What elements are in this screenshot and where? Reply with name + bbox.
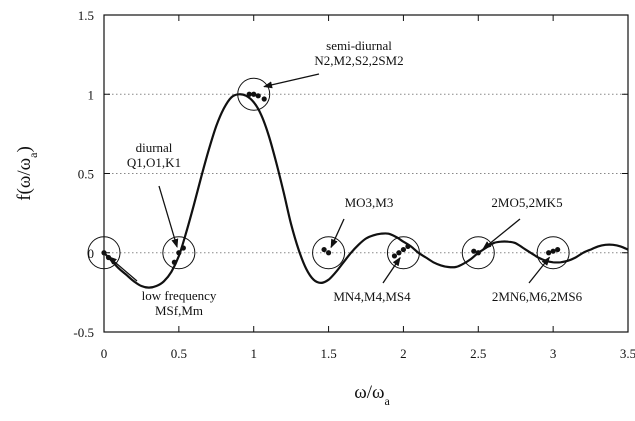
constituent-point bbox=[550, 248, 556, 254]
x-tick-label: 1 bbox=[250, 346, 257, 361]
annotation-line: MN4,M4,MS4 bbox=[333, 289, 411, 304]
annotation-arrow bbox=[382, 256, 401, 284]
constituent-point bbox=[546, 250, 552, 256]
annotation-label: MN4,M4,MS4 bbox=[333, 289, 411, 304]
y-axis-title-sub: a bbox=[26, 152, 40, 158]
x-tick-label: 1.5 bbox=[320, 346, 336, 361]
constituent-group-circle bbox=[461, 236, 495, 270]
annotation-label: MO3,M3 bbox=[345, 195, 394, 210]
annotation-line: Q1,O1,K1 bbox=[127, 155, 181, 170]
annotation-line: MO3,M3 bbox=[345, 195, 394, 210]
constituent-point bbox=[180, 245, 186, 251]
tick-layer: 0 0.5 1 1.5 2 2.5 3 3.5 -0.5 0 0.5 1 1.5 bbox=[73, 8, 635, 361]
constituent-group-circle bbox=[237, 77, 271, 111]
annotation-line: MSf,Mm bbox=[155, 303, 203, 318]
point-layer bbox=[101, 91, 561, 265]
annotation-label: semi-diurnal N2,M2,S2,2SM2 bbox=[314, 38, 403, 68]
constituent-point bbox=[475, 250, 481, 256]
constituent-point bbox=[555, 246, 561, 253]
constituent-group-circle bbox=[312, 236, 346, 270]
constituent-point bbox=[171, 259, 177, 265]
annotation-2mn6: 2MN6,M6,2MS6 bbox=[492, 256, 583, 304]
circle-layer bbox=[87, 77, 570, 270]
x-tick-label: 3.5 bbox=[620, 346, 635, 361]
annotation-label: 2MN6,M6,2MS6 bbox=[492, 289, 583, 304]
constituent-point bbox=[321, 246, 327, 253]
constituent-point bbox=[396, 250, 402, 256]
constituent-group-circle bbox=[162, 236, 196, 270]
y-tick-label: 1.5 bbox=[78, 8, 94, 23]
annotation-arrow bbox=[330, 218, 345, 249]
constituent-group-circle bbox=[386, 236, 420, 270]
x-tick-label: 2 bbox=[400, 346, 407, 361]
annotation-layer: semi-diurnal N2,M2,S2,2SM2 diurnal Q1,O1,K1… bbox=[107, 38, 583, 318]
constituent-group-circle bbox=[536, 236, 570, 270]
annotation-label: diurnal Q1,O1,K1 bbox=[127, 140, 181, 170]
annotation-label: 2MO5,2MK5 bbox=[491, 195, 562, 210]
constituent-point bbox=[325, 250, 332, 256]
x-tick-label: 3 bbox=[550, 346, 557, 361]
series-line bbox=[103, 93, 629, 289]
annotation-arrow bbox=[158, 185, 179, 248]
x-axis-title: ω/ωa bbox=[354, 382, 390, 408]
annotation-line: diurnal bbox=[136, 140, 173, 155]
constituent-point bbox=[246, 91, 252, 97]
series-layer bbox=[103, 93, 629, 289]
annotation-semi-diurnal: semi-diurnal N2,M2,S2,2SM2 bbox=[263, 38, 404, 89]
y-axis-title-pre: f(ω/ω bbox=[14, 158, 35, 201]
annotation-label: low frequency MSf,Mm bbox=[142, 288, 217, 318]
annotation-line: 2MN6,M6,2MS6 bbox=[492, 289, 583, 304]
constituent-point bbox=[400, 246, 407, 253]
annotation-line: semi-diurnal bbox=[326, 38, 392, 53]
constituent-point bbox=[251, 91, 257, 97]
annotation-arrow bbox=[528, 256, 551, 284]
annotation-arrow bbox=[263, 73, 320, 89]
annotation-mo3: MO3,M3 bbox=[330, 195, 394, 249]
y-tick-label: 0 bbox=[88, 246, 95, 261]
y-tick-label: 1 bbox=[88, 87, 95, 102]
constituent-group-circle bbox=[87, 236, 121, 270]
constituent-point bbox=[405, 243, 411, 250]
constituent-point bbox=[176, 250, 182, 256]
x-tick-label: 0.5 bbox=[171, 346, 187, 361]
annotation-arrow bbox=[482, 218, 521, 250]
annotation-diurnal: diurnal Q1,O1,K1 bbox=[127, 140, 181, 248]
constituent-point bbox=[471, 248, 477, 254]
constituent-point bbox=[255, 93, 261, 99]
constituent-point bbox=[261, 96, 267, 102]
y-tick-label: -0.5 bbox=[73, 325, 94, 340]
x-tick-label: 2.5 bbox=[470, 346, 486, 361]
constituent-point bbox=[101, 250, 107, 256]
x-tick-label: 0 bbox=[101, 346, 108, 361]
x-axis-title-sub: a bbox=[384, 394, 390, 408]
annotation-mn4: MN4,M4,MS4 bbox=[333, 256, 411, 304]
annotation-2mo5: 2MO5,2MK5 bbox=[482, 195, 563, 250]
annotation-line: low frequency bbox=[142, 288, 217, 303]
annotation-line: N2,M2,S2,2SM2 bbox=[314, 53, 403, 68]
grid-layer bbox=[104, 93, 628, 254]
annotation-line: 2MO5,2MK5 bbox=[491, 195, 562, 210]
annotation-arrow bbox=[107, 256, 138, 282]
annotation-low-frequency: low frequency MSf,Mm bbox=[107, 256, 217, 318]
y-axis-title: f(ω/ωa) bbox=[14, 146, 40, 201]
constituent-point bbox=[391, 253, 398, 259]
y-axis-title-post: ) bbox=[14, 146, 35, 152]
x-axis-title-main: ω/ω bbox=[354, 382, 384, 403]
y-tick-label: 0.5 bbox=[78, 167, 94, 182]
